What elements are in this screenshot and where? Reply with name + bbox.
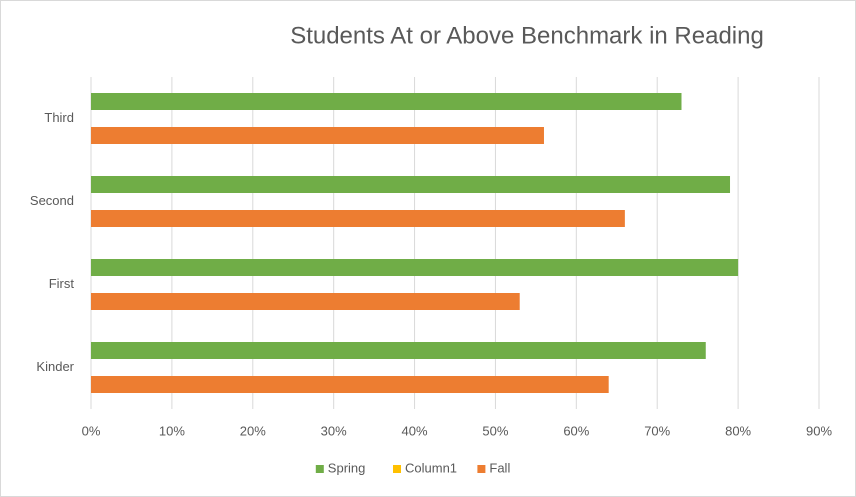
x-tick-label: 0% (82, 423, 101, 438)
bar (91, 127, 544, 144)
x-tick-label: 70% (644, 423, 670, 438)
legend-swatch (477, 465, 486, 473)
x-tick-label: 80% (725, 423, 751, 438)
bar (91, 293, 520, 310)
y-tick-label: Kinder (36, 359, 74, 374)
bar (91, 210, 625, 227)
x-tick-label: 40% (402, 423, 428, 438)
x-tick-label: 50% (482, 423, 508, 438)
x-tick-label: 10% (159, 423, 185, 438)
x-tick-label: 30% (321, 423, 347, 438)
bar (91, 342, 706, 359)
bar (91, 93, 682, 110)
x-tick-label: 90% (806, 423, 832, 438)
y-tick-label: Second (30, 193, 74, 208)
bar (91, 259, 739, 276)
chart-title: Students At or Above Benchmark in Readin… (290, 22, 764, 49)
legend-label: Column1 (405, 460, 457, 475)
legend-label: Fall (489, 460, 510, 475)
bar (91, 176, 731, 193)
y-tick-label: First (49, 276, 75, 291)
y-tick-label: Third (44, 110, 74, 125)
legend-swatch (393, 465, 401, 473)
x-tick-label: 20% (240, 423, 266, 438)
bar (91, 376, 609, 393)
x-tick-label: 60% (563, 423, 589, 438)
legend-label: Spring (328, 460, 366, 475)
legend-swatch (315, 465, 324, 473)
